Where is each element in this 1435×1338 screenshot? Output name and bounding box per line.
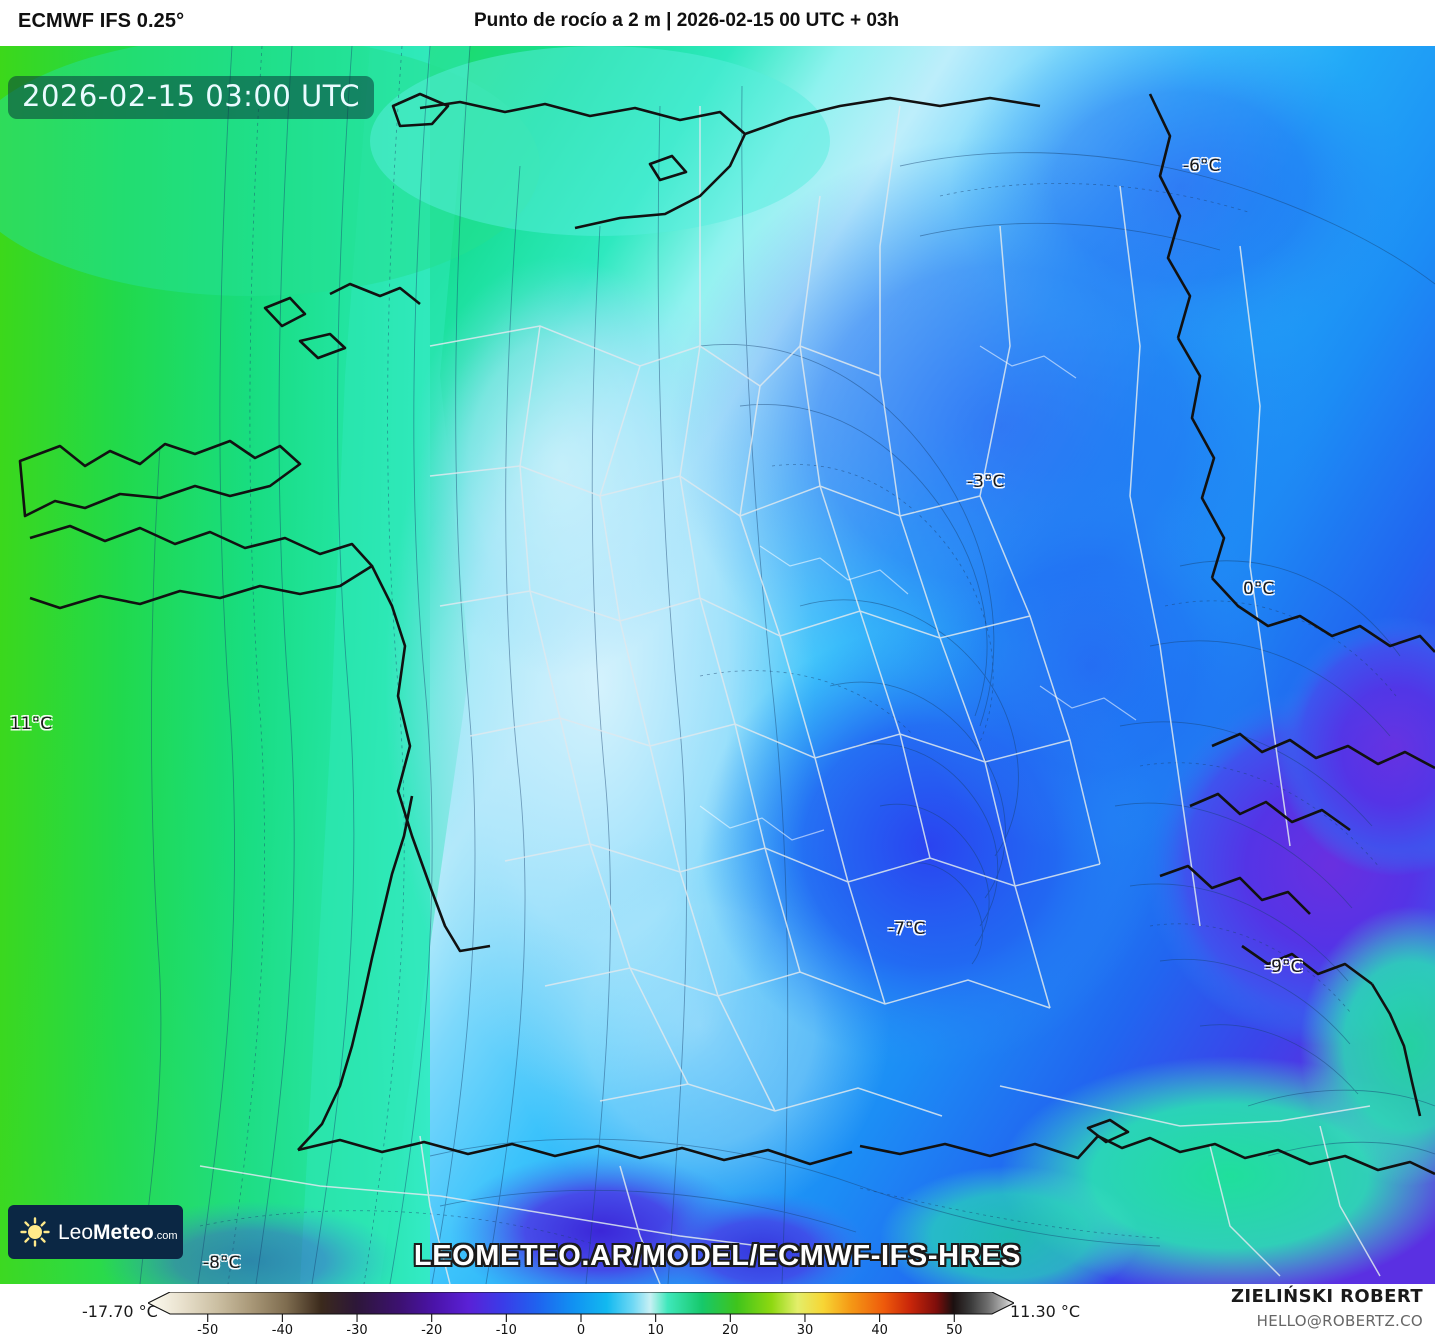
colorbar-min-label: -17.70 °C bbox=[82, 1302, 158, 1321]
logo-domain-suffix: .com bbox=[153, 1229, 178, 1242]
contour-label-minus8: -8°C bbox=[203, 1253, 241, 1273]
isoline-dashed-group bbox=[199, 46, 1397, 1284]
leometeo-logo[interactable]: LeoMeteo.com bbox=[8, 1205, 183, 1259]
colorbar-outline bbox=[148, 1292, 1014, 1315]
contour-label-minus9: -9°C bbox=[1265, 957, 1303, 977]
svg-text:-40: -40 bbox=[272, 1323, 293, 1338]
inner-admin-lines bbox=[699, 345, 1137, 841]
author-credit: ZIELIŃSKI ROBERT bbox=[1230, 1286, 1423, 1307]
map-canvas[interactable]: 2026-02-15 03:00 UTC -6°C -3°C 0°C 11°C … bbox=[0, 46, 1435, 1284]
logo-wordmark: LeoMeteo.com bbox=[58, 1222, 178, 1243]
contour-label-plus11: 11°C bbox=[10, 714, 53, 734]
field-title: Punto de rocío a 2 m | 2026-02-15 00 UTC… bbox=[474, 10, 900, 31]
logo-prefix: Leo bbox=[58, 1220, 94, 1244]
colorbar[interactable]: -50 -40 -30 -20 -10 0 10 20 30 40 50 bbox=[148, 1292, 1014, 1338]
author-email[interactable]: HELLO@ROBERTZ.CO bbox=[1256, 1312, 1423, 1330]
svg-text:30: 30 bbox=[797, 1323, 814, 1338]
svg-text:20: 20 bbox=[722, 1323, 739, 1338]
svg-text:0: 0 bbox=[577, 1323, 585, 1338]
timestamp-overlay: 2026-02-15 03:00 UTC bbox=[8, 76, 375, 119]
sun-icon bbox=[20, 1217, 50, 1247]
isoline-group bbox=[139, 46, 1435, 1284]
svg-text:10: 10 bbox=[647, 1323, 664, 1338]
contour-label-minus6: -6°C bbox=[1183, 156, 1221, 176]
logo-brand: Meteo bbox=[93, 1220, 154, 1244]
svg-text:-50: -50 bbox=[197, 1323, 218, 1338]
contour-label-minus7: -7°C bbox=[888, 919, 926, 939]
svg-text:40: 40 bbox=[871, 1323, 888, 1338]
svg-text:50: 50 bbox=[946, 1323, 963, 1338]
contour-label-minus3: -3°C bbox=[967, 472, 1005, 492]
contour-label-zero: 0°C bbox=[1243, 579, 1275, 599]
header-bar: ECMWF IFS 0.25° Punto de rocío a 2 m | 2… bbox=[0, 0, 1435, 46]
svg-text:-20: -20 bbox=[421, 1323, 442, 1338]
coastline-and-national-borders bbox=[18, 92, 1435, 1176]
svg-text:-30: -30 bbox=[346, 1323, 367, 1338]
colorbar-area: -17.70 °C 11.30 °C -50 -40 -30 -20 -10 0 10 20 3… bbox=[0, 1284, 1435, 1338]
colorbar-max-label: 11.30 °C bbox=[1010, 1302, 1081, 1321]
admin-border-lines bbox=[199, 105, 1381, 1284]
model-name: ECMWF IFS 0.25° bbox=[18, 10, 185, 32]
dewpoint-field-raster bbox=[0, 46, 1435, 1284]
svg-text:-10: -10 bbox=[496, 1323, 517, 1338]
colorbar-ticks: -50 -40 -30 -20 -10 0 10 20 30 40 50 bbox=[197, 1314, 963, 1338]
